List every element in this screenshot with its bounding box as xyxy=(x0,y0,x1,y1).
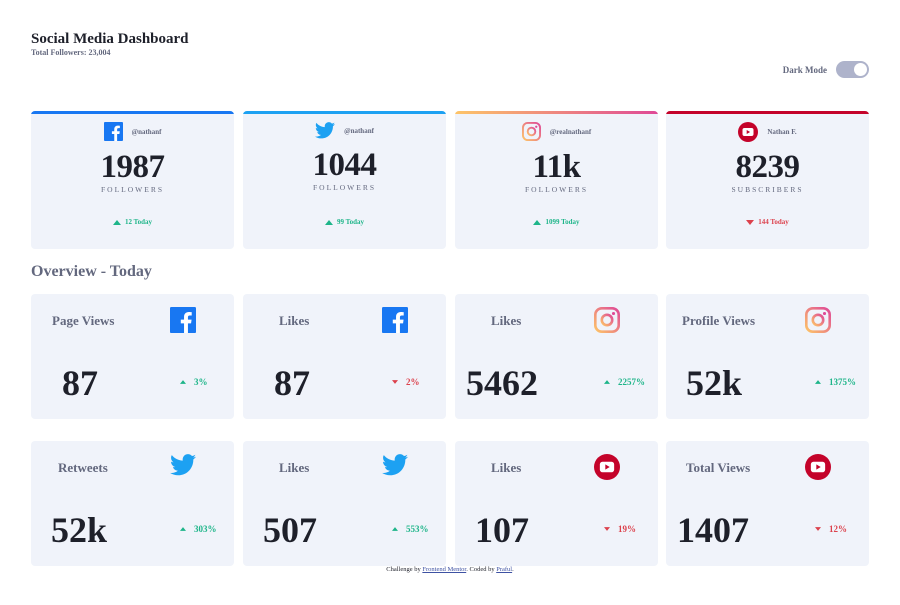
facebook-icon xyxy=(103,122,123,141)
overview-title: Overview - Today xyxy=(31,263,152,280)
metric-value: 52k xyxy=(686,363,743,403)
account-handle: Nathan F. xyxy=(767,128,797,136)
overview-card-facebook-page-views[interactable]: Page Views 87 3% xyxy=(31,294,234,419)
metric-change: 2% xyxy=(406,377,420,387)
instagram-icon xyxy=(521,122,541,141)
facebook-followers-card[interactable]: @nathanf 1987 FOLLOWERS 12 Today xyxy=(31,111,234,249)
footer-prefix: Challenge by xyxy=(386,566,423,573)
metric-label: Likes xyxy=(491,460,522,475)
follower-count: 1987 xyxy=(100,149,166,185)
today-change: 12 Today xyxy=(124,218,153,226)
instagram-followers-card[interactable]: @realnathanf 11k FOLLOWERS 1099 Today xyxy=(455,111,658,249)
arrow-up-icon xyxy=(112,219,121,225)
today-change: 1099 Today xyxy=(545,218,580,226)
metric-change: 553% xyxy=(406,524,429,534)
arrow-up-icon xyxy=(180,527,186,531)
author-link[interactable]: Praful xyxy=(496,566,513,573)
overview-card-twitter-likes[interactable]: Likes 507 553% xyxy=(243,441,446,566)
twitter-icon xyxy=(170,454,196,480)
arrow-down-icon xyxy=(392,380,398,384)
footer-middle: . Coded by xyxy=(466,566,497,573)
card-accent-bar xyxy=(243,111,446,114)
page-title: Social Media Dashboard xyxy=(31,31,189,47)
arrow-up-icon xyxy=(392,527,398,531)
today-change: 144 Today xyxy=(758,218,789,226)
instagram-icon xyxy=(594,307,620,333)
card-accent-bar xyxy=(31,111,234,114)
arrow-down-icon xyxy=(604,527,610,531)
account-handle: @nathanf xyxy=(131,127,162,136)
metric-label: Page Views xyxy=(52,313,115,328)
metric-label: Likes xyxy=(279,313,310,328)
count-unit: SUBSCRIBERS xyxy=(731,185,804,194)
twitter-followers-card[interactable]: @nathanf 1044 FOLLOWERS 99 Today xyxy=(243,111,446,249)
arrow-up-icon xyxy=(533,219,542,225)
frontend-mentor-link[interactable]: Frontend Mentor xyxy=(422,566,467,573)
overview-card-youtube-likes[interactable]: Likes 107 19% xyxy=(455,441,658,566)
metric-value: 107 xyxy=(475,510,529,550)
arrow-up-icon xyxy=(815,380,821,384)
attribution-footer: Challenge by Frontend Mentor. Coded by P… xyxy=(0,566,900,573)
overview-card-twitter-retweets[interactable]: Retweets 52k 303% xyxy=(31,441,234,566)
follower-count: 8239 xyxy=(735,149,801,185)
metric-change: 2257% xyxy=(618,377,645,387)
toggle-knob xyxy=(854,63,867,76)
arrow-up-icon xyxy=(604,380,610,384)
metric-change: 303% xyxy=(194,524,217,534)
twitter-icon xyxy=(382,454,408,480)
metric-value: 52k xyxy=(51,510,108,550)
youtube-icon xyxy=(805,454,831,480)
metric-label: Likes xyxy=(279,460,310,475)
metric-change: 3% xyxy=(194,377,208,387)
youtube-subscribers-card[interactable]: Nathan F. 8239 SUBSCRIBERS 144 Today xyxy=(666,111,869,249)
follower-count: 11k xyxy=(532,149,581,185)
arrow-up-icon xyxy=(324,219,333,225)
metric-value: 87 xyxy=(62,363,98,403)
today-change: 99 Today xyxy=(336,218,365,226)
count-unit: FOLLOWERS xyxy=(101,185,164,194)
account-handle: @realnathanf xyxy=(549,127,592,136)
count-unit: FOLLOWERS xyxy=(525,185,588,194)
twitter-icon xyxy=(315,122,336,139)
metric-change: 12% xyxy=(829,524,847,534)
facebook-icon xyxy=(170,307,196,333)
card-accent-bar xyxy=(455,111,658,114)
total-followers: Total Followers: 23,004 xyxy=(31,48,111,57)
facebook-icon xyxy=(382,307,408,333)
dark-mode-control: Dark Mode xyxy=(783,61,869,78)
footer-suffix: . xyxy=(512,566,514,573)
arrow-down-icon xyxy=(815,527,821,531)
dark-mode-label: Dark Mode xyxy=(782,64,827,75)
card-accent-bar xyxy=(666,111,869,114)
metric-change: 19% xyxy=(618,524,636,534)
metric-label: Likes xyxy=(491,313,522,328)
metric-label: Profile Views xyxy=(682,313,756,328)
account-handle: @nathanf xyxy=(344,126,374,135)
overview-card-youtube-total-views[interactable]: Total Views 1407 12% xyxy=(666,441,869,566)
metric-label: Total Views xyxy=(686,460,751,475)
follower-count: 1044 xyxy=(312,147,378,183)
metric-value: 87 xyxy=(274,363,310,403)
instagram-icon xyxy=(805,307,831,333)
overview-card-instagram-likes[interactable]: Likes 5462 2257% xyxy=(455,294,658,419)
metric-label: Retweets xyxy=(58,460,108,475)
metric-change: 1375% xyxy=(829,377,856,387)
count-unit: FOLLOWERS xyxy=(313,183,376,192)
youtube-icon xyxy=(594,454,620,480)
metric-value: 5462 xyxy=(466,363,538,403)
youtube-icon xyxy=(738,122,759,142)
arrow-up-icon xyxy=(180,380,186,384)
metric-value: 507 xyxy=(263,510,317,550)
dark-mode-toggle[interactable] xyxy=(836,61,869,78)
overview-card-facebook-likes[interactable]: Likes 87 2% xyxy=(243,294,446,419)
overview-card-instagram-profile-views[interactable]: Profile Views 52k 1375% xyxy=(666,294,869,419)
arrow-down-icon xyxy=(746,219,755,225)
metric-value: 1407 xyxy=(677,510,749,550)
